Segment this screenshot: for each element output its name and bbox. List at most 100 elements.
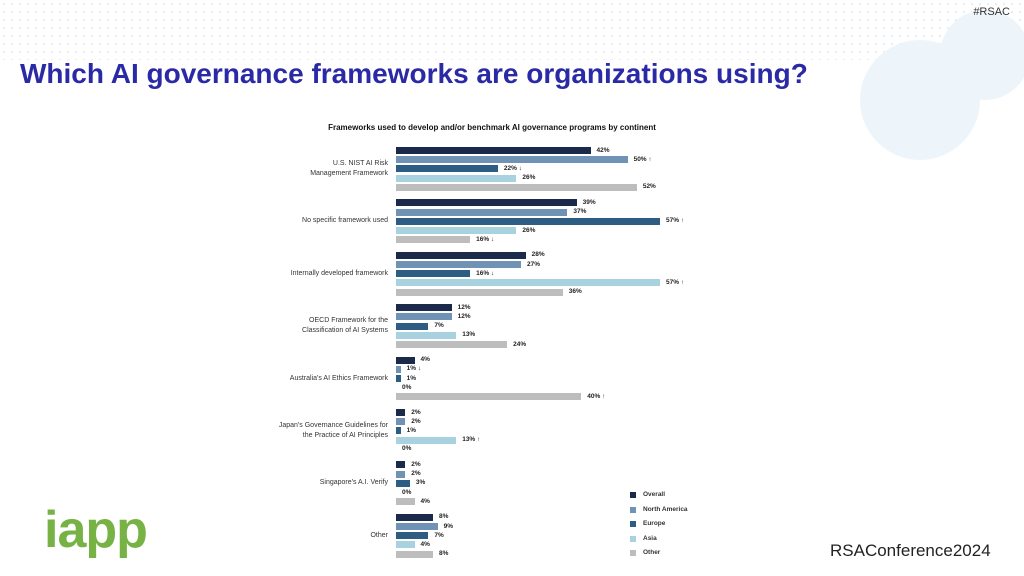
bar: [396, 541, 415, 549]
value-label: 0%: [402, 383, 412, 391]
value-label: 24%: [513, 340, 527, 348]
bar: [396, 365, 401, 373]
legend-label: Other: [643, 549, 661, 557]
value-label: 57% ↑: [666, 278, 685, 286]
value-label: 2%: [411, 470, 421, 478]
value-label: 37%: [573, 208, 587, 216]
hashtag: #RSAC: [973, 6, 1010, 18]
bar: [396, 199, 577, 207]
value-label: 22% ↓: [503, 164, 522, 172]
bar: [396, 409, 406, 416]
value-label: 2%: [411, 408, 421, 416]
bar: [396, 498, 415, 506]
legend-label: North America: [643, 505, 688, 513]
value-label: 0%: [402, 445, 412, 453]
bar: [396, 427, 401, 435]
category-label: OECD Framework for the Classification of…: [302, 317, 388, 335]
value-label: 36%: [568, 288, 582, 296]
bar: [396, 304, 452, 312]
category-label: Internally developed framework: [290, 269, 388, 277]
bar: [396, 532, 429, 540]
bar: [396, 156, 628, 164]
value-label: 26%: [522, 226, 536, 234]
conference-logo: RSAConference2024: [830, 541, 991, 560]
bar: [396, 288, 563, 296]
value-label: 9%: [443, 522, 454, 530]
bar: [396, 313, 452, 321]
value-label: 27%: [527, 260, 541, 268]
legend-swatch: [630, 521, 636, 528]
bar: [396, 236, 471, 244]
bar: [396, 174, 517, 182]
bar: [396, 436, 457, 444]
bar: [396, 147, 591, 154]
category-label: Japan's Governance Guidelines for the Pr…: [278, 421, 388, 439]
value-label: 39%: [582, 198, 596, 206]
bar: [396, 470, 406, 478]
value-label: 0%: [402, 488, 412, 496]
legend-label: Overall: [643, 491, 666, 498]
bar: [396, 279, 660, 287]
value-label: 2%: [411, 460, 421, 468]
category-label: No specific framework used: [302, 217, 388, 225]
chart-title: Frameworks used to develop and/or benchm…: [328, 123, 656, 132]
legend-swatch: [630, 492, 636, 498]
value-label: 4%: [420, 497, 430, 505]
bar: [396, 418, 406, 426]
value-label: 7%: [434, 531, 444, 539]
value-label: 13%: [462, 331, 476, 339]
decoration: [940, 10, 1024, 100]
bar: [396, 165, 498, 173]
category-label: Other: [370, 531, 388, 539]
bar: [396, 356, 415, 364]
bar: [396, 479, 410, 487]
value-label: 16% ↓: [476, 269, 495, 277]
legend-swatch: [630, 535, 636, 542]
bar: [396, 341, 508, 348]
logo: iapp: [44, 501, 148, 559]
value-label: 3%: [415, 479, 426, 487]
value-label: 1%: [406, 426, 417, 434]
category-label: Australia's AI Ethics Framework: [289, 374, 388, 382]
value-label: 12%: [457, 312, 471, 320]
category-label: U.S. NIST AI Risk Management Framework: [310, 159, 388, 177]
bar: [396, 393, 582, 401]
bar: [396, 227, 517, 234]
legend-label: Europe: [643, 520, 666, 528]
value-label: 8%: [439, 550, 449, 558]
bar: [396, 523, 438, 530]
value-label: 52%: [642, 183, 656, 191]
value-label: 4%: [420, 356, 430, 364]
value-label: 26%: [522, 174, 536, 182]
bar: [396, 208, 568, 216]
legend-label: Asia: [643, 534, 657, 542]
bar: [396, 251, 526, 259]
bar: [396, 461, 406, 469]
value-label: 16% ↓: [476, 235, 495, 243]
value-label: 13% ↑: [462, 436, 481, 444]
value-label: 7%: [434, 322, 444, 330]
legend-swatch: [630, 506, 636, 513]
bar: [396, 261, 522, 268]
bar: [396, 331, 457, 339]
value-label: 50% ↑: [633, 155, 652, 163]
bar: [396, 183, 637, 191]
value-label: 4%: [420, 540, 430, 548]
legend-swatch: [630, 550, 636, 557]
value-label: 2%: [411, 417, 421, 425]
bar: [396, 513, 434, 521]
slide-title: Which AI governance frameworks are organ…: [20, 58, 808, 89]
value-label: 1%: [406, 374, 417, 382]
bar: [396, 550, 434, 558]
value-label: 57% ↑: [666, 217, 685, 225]
value-label: 42%: [596, 146, 610, 154]
value-label: 1% ↓: [406, 365, 422, 373]
bar: [396, 217, 660, 225]
category-label: Singapore's A.I. Verify: [319, 479, 388, 487]
bar: [396, 375, 401, 382]
value-label: 40% ↑: [587, 392, 606, 400]
value-label: 12%: [457, 303, 471, 311]
value-label: 8%: [439, 513, 449, 521]
bar: [396, 322, 429, 330]
